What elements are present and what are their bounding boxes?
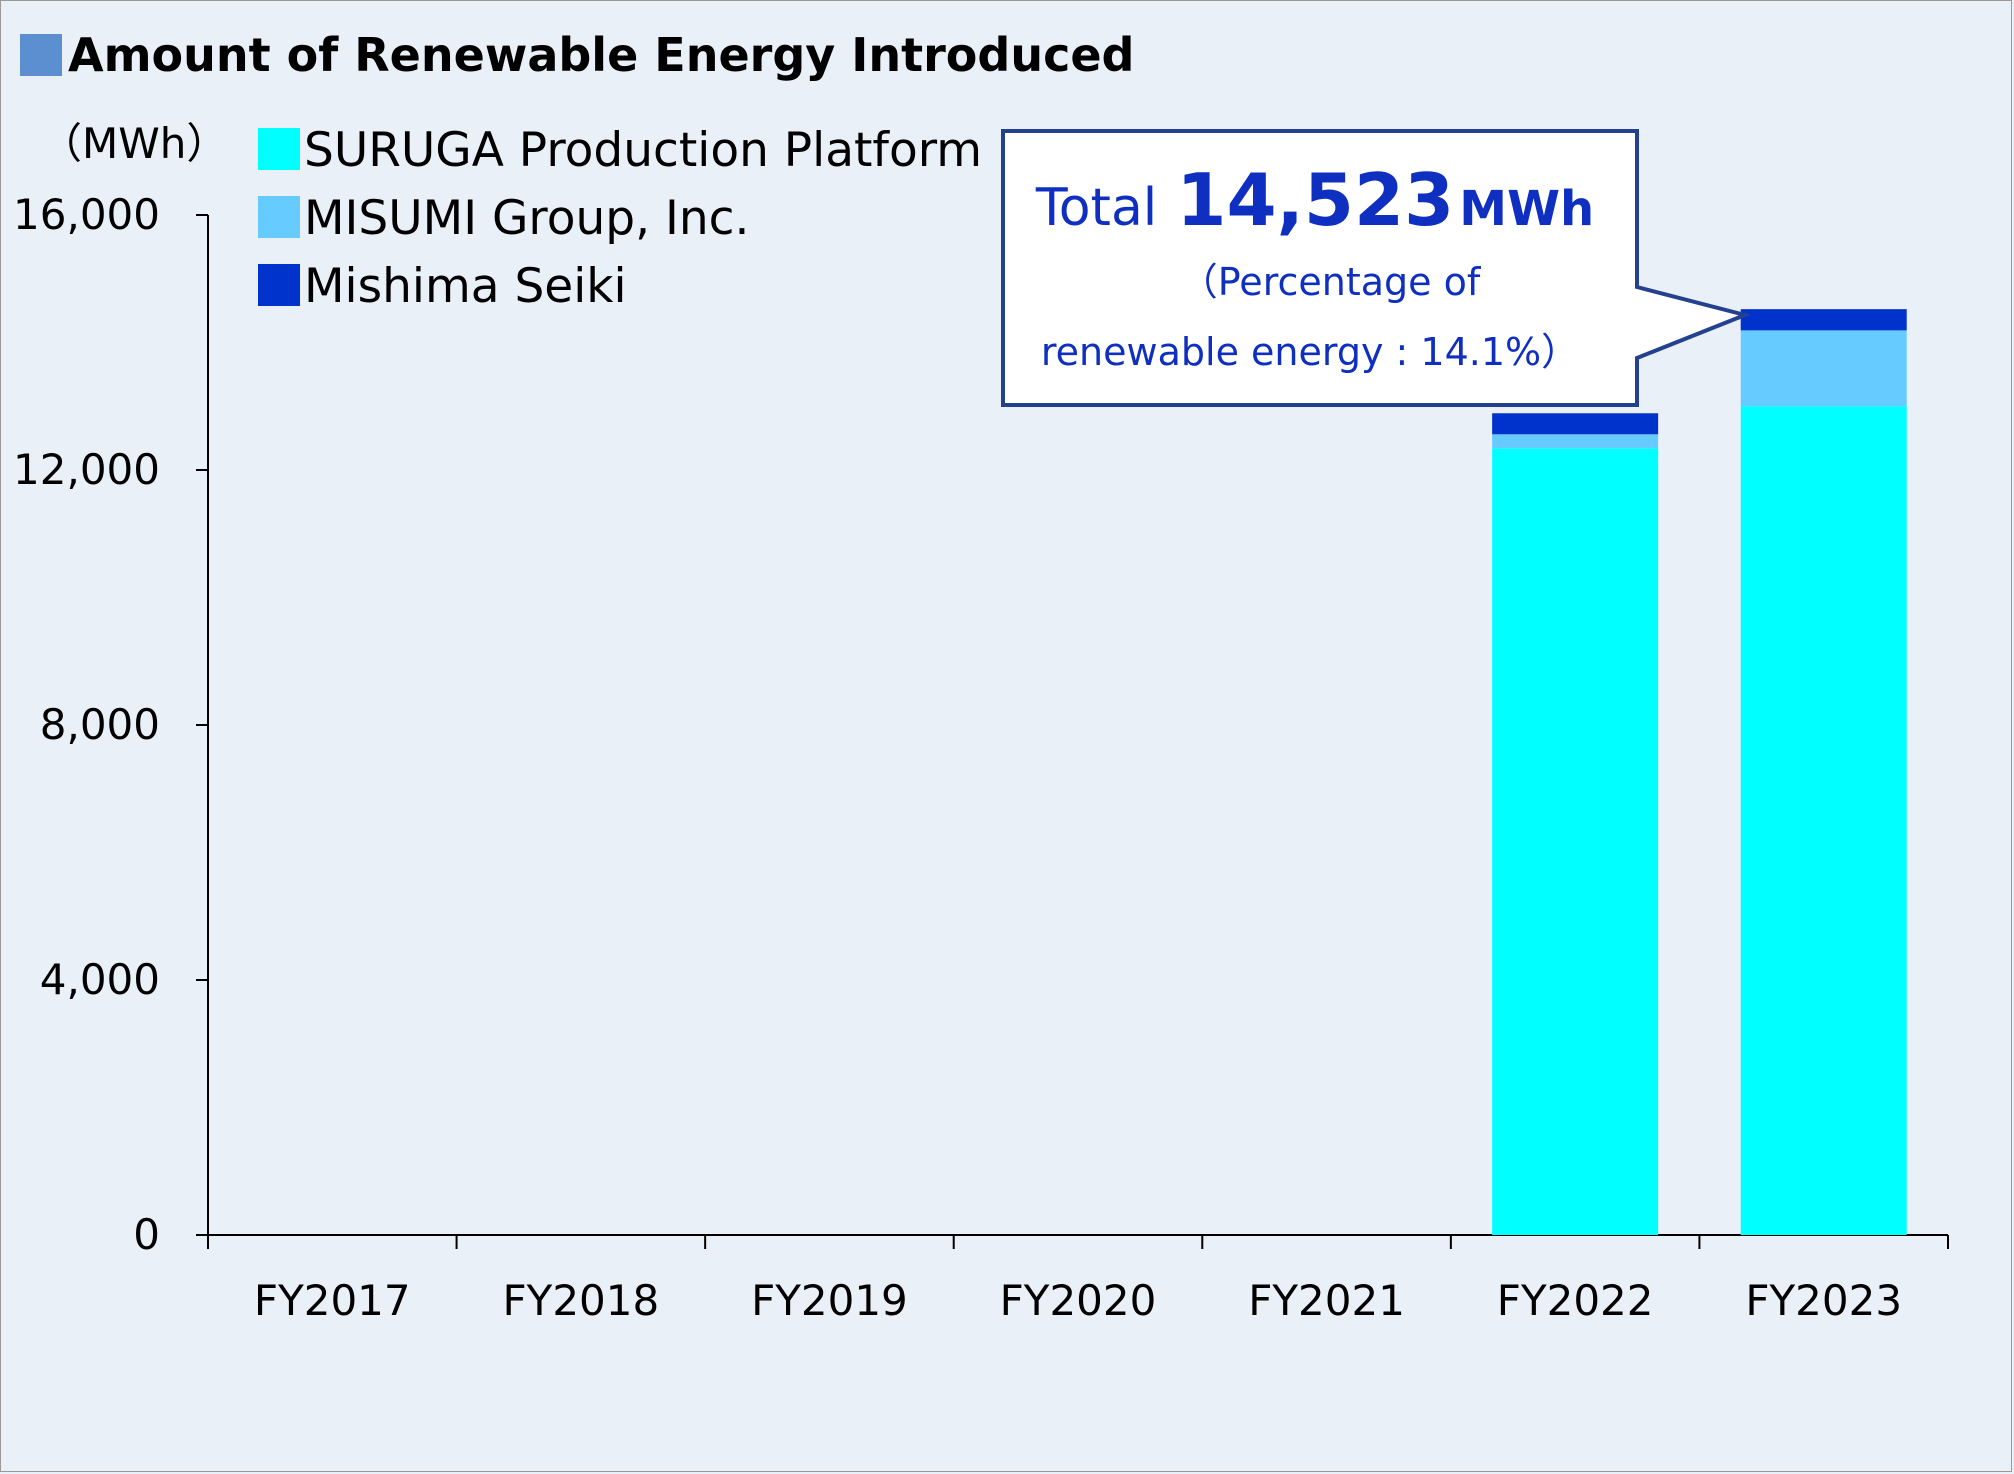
x-tick-label: FY2022 (1497, 1276, 1654, 1325)
y-axis-unit: （MWh） (40, 119, 228, 168)
y-tick-label: 0 (133, 1210, 160, 1259)
y-axis: 0 4,000 8,000 12,000 16,000 (13, 190, 209, 1259)
title-marker-icon (20, 34, 62, 76)
bar-segment-fy2023-series-1 (1740, 330, 1907, 407)
callout-total: Total 14,523 MWh (1035, 158, 1594, 242)
legend-label-suruga: SURUGA Production Platform (304, 123, 982, 178)
legend-label-mishima: Mishima Seiki (304, 259, 627, 314)
y-tick-label: 16,000 (13, 190, 160, 239)
legend-swatch-mishima (258, 264, 300, 306)
legend-swatch-suruga (258, 128, 300, 170)
bars (1492, 309, 1907, 1235)
y-tick-label: 8,000 (40, 700, 160, 749)
bar-segment-fy2022-series-2 (1492, 413, 1659, 435)
legend-label-misumi: MISUMI Group, Inc. (304, 191, 749, 246)
x-tick-label: FY2017 (254, 1276, 411, 1325)
callout-total-word: Total (1035, 178, 1157, 238)
bar-segment-fy2023-series-2 (1740, 309, 1907, 331)
callout-note-line2: renewable energy : 14.1%） (1041, 330, 1579, 374)
chart-title: Amount of Renewable Energy Introduced (68, 28, 1134, 82)
x-tick-label: FY2023 (1745, 1276, 1902, 1325)
callout-note-line1: （Percentage of (1180, 260, 1482, 304)
legend-swatch-misumi (258, 196, 300, 238)
x-axis: FY2017 FY2018 FY2019 FY2020 FY2021 FY2022 FY20… (207, 1234, 1949, 1325)
legend: SURUGA Production Platform MISUMI Group,… (258, 123, 982, 314)
callout-total-unit: MWh (1459, 181, 1594, 237)
y-tick-label: 12,000 (13, 445, 160, 494)
x-tick-label: FY2021 (1248, 1276, 1405, 1325)
bar-segment-fy2022-series-0 (1492, 448, 1659, 1235)
bar-segment-fy2022-series-1 (1492, 434, 1659, 449)
x-tick-label: FY2020 (1000, 1276, 1157, 1325)
callout-total-value: 14,523 (1176, 158, 1454, 242)
x-tick-label: FY2018 (503, 1276, 660, 1325)
callout-box (1001, 129, 1752, 407)
x-tick-label: FY2019 (751, 1276, 908, 1325)
y-tick-label: 4,000 (40, 955, 160, 1004)
total-callout: Total 14,523 MWh （Percentage of renewabl… (1001, 129, 1752, 407)
bar-segment-fy2023-series-0 (1740, 406, 1907, 1235)
